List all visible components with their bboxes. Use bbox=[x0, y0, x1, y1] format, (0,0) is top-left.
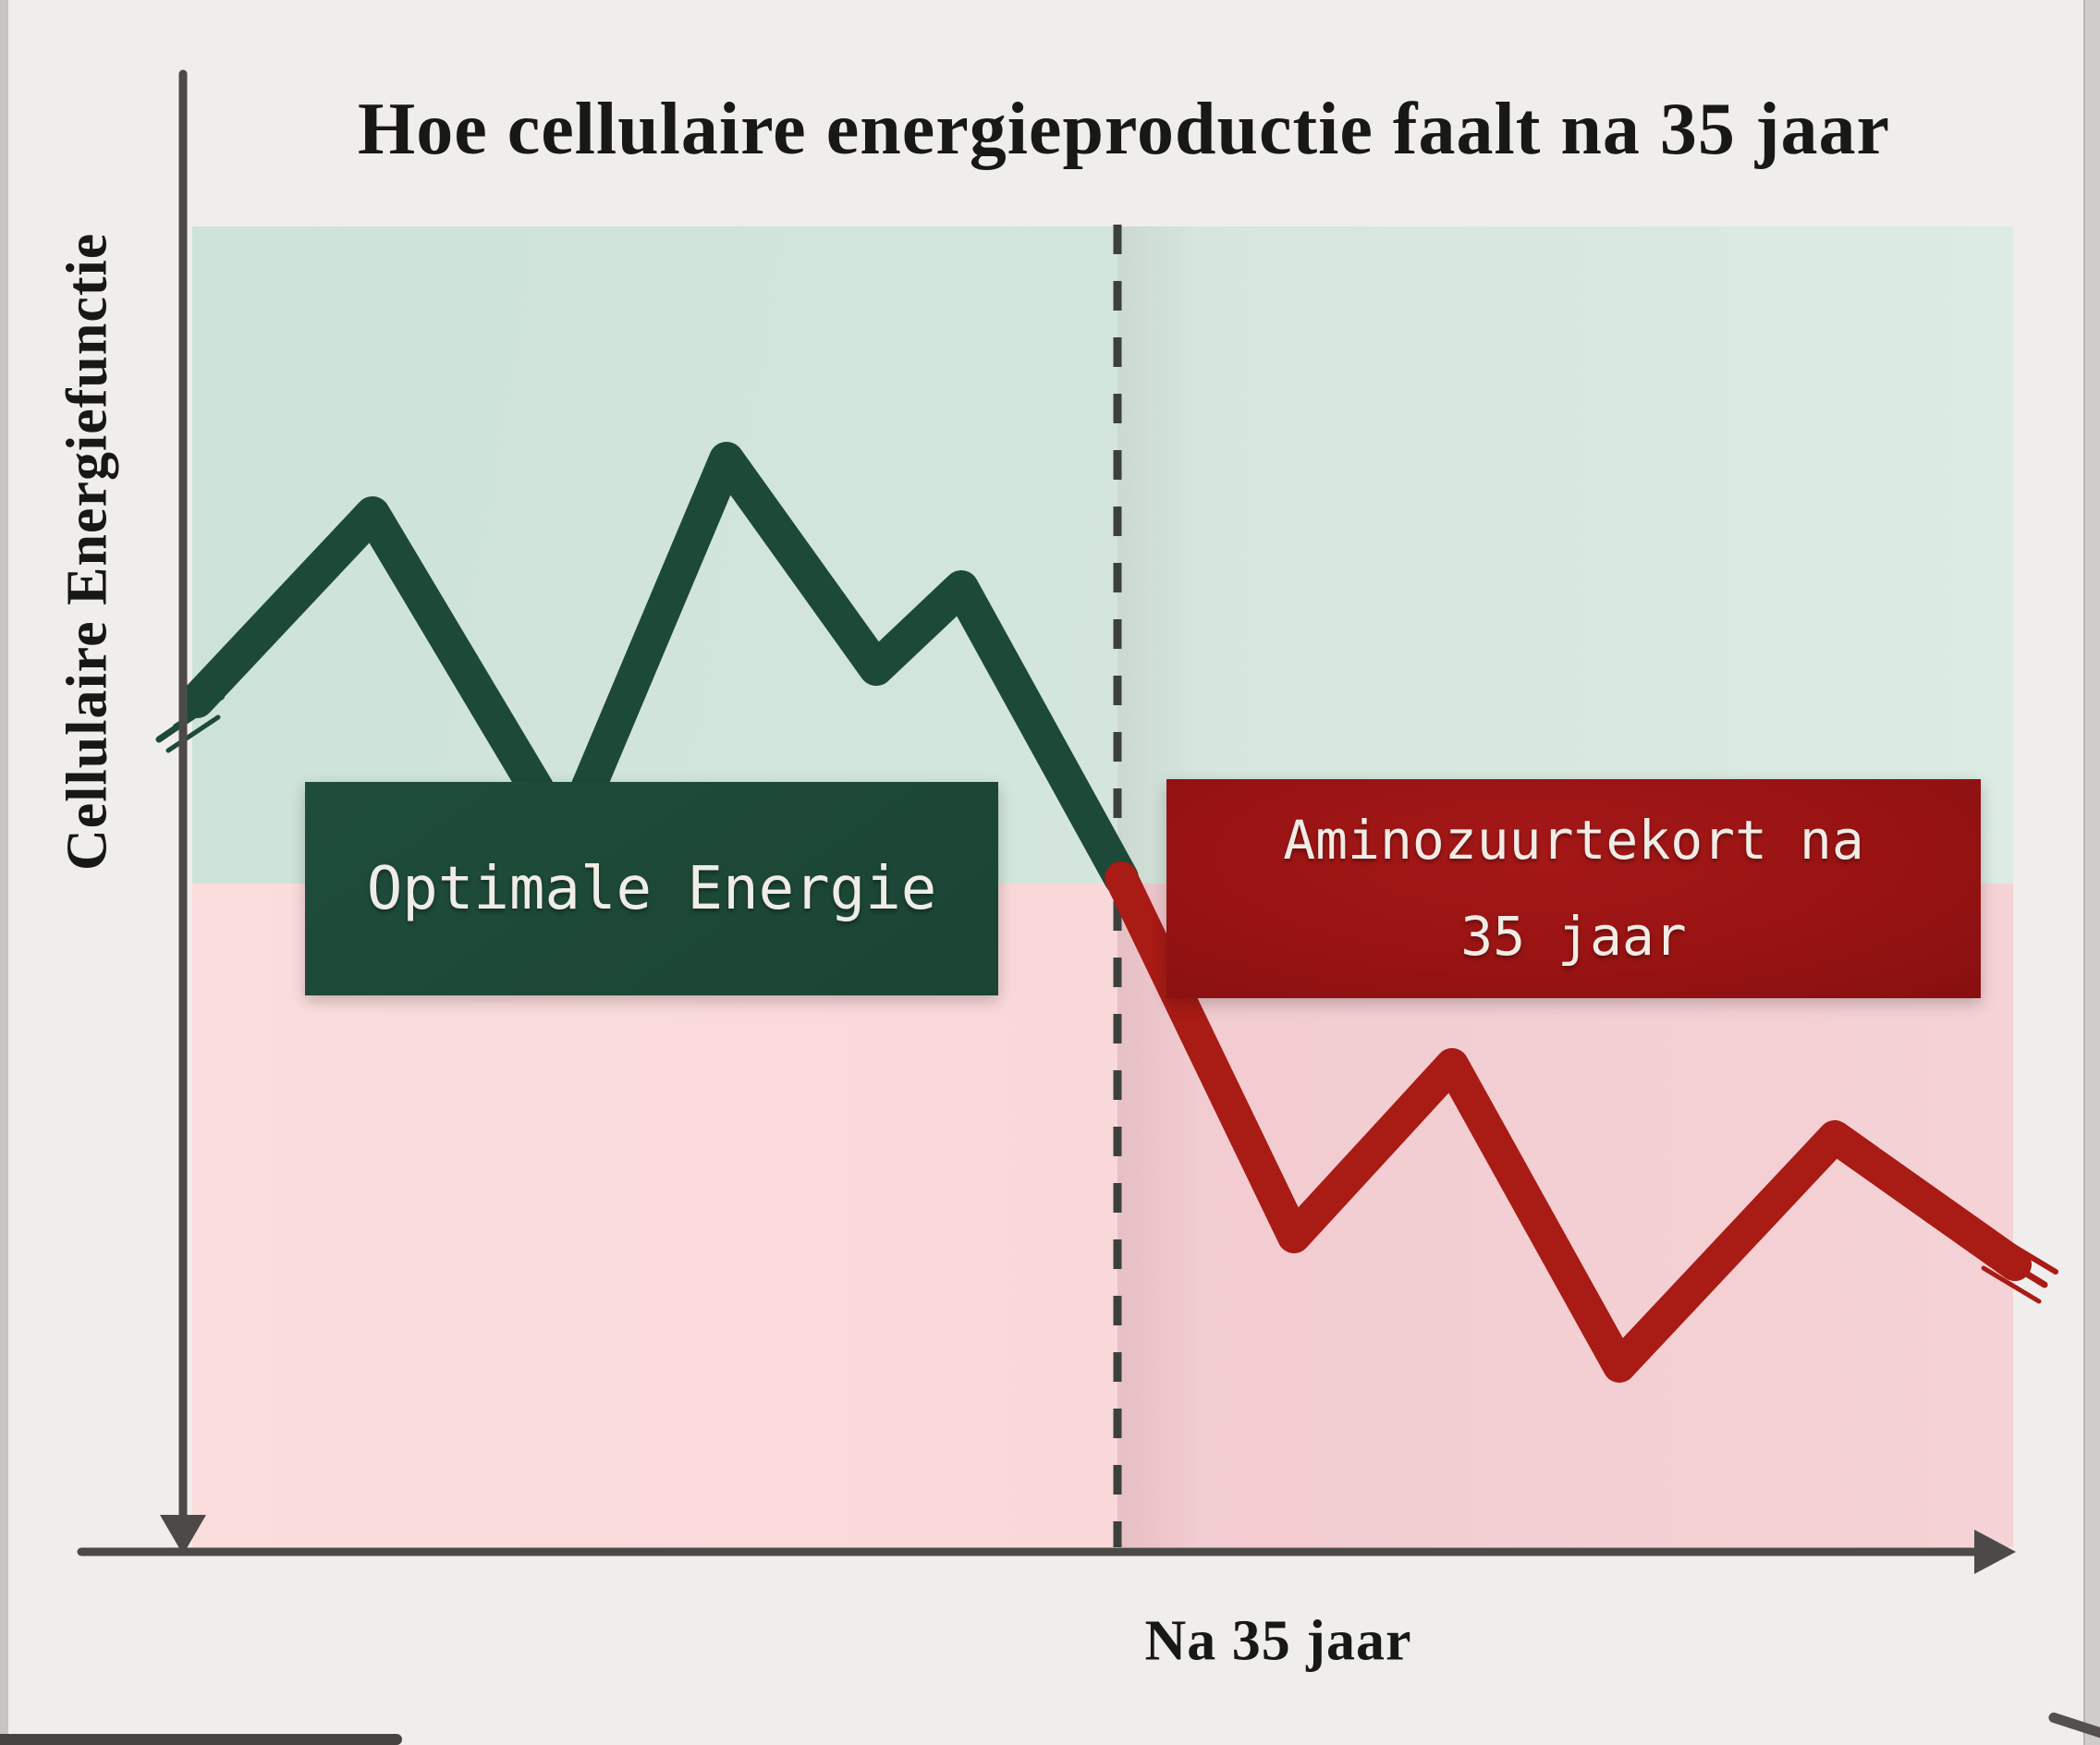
optimal-energy-label: Optimale Energie bbox=[366, 854, 937, 923]
amino-deficit-label-line1: Aminozuurtekort na bbox=[1283, 809, 1864, 872]
chart-title: Hoe cellulaire energieproductie faalt na… bbox=[357, 89, 1891, 170]
optimal-energy-label-box: Optimale Energie bbox=[305, 782, 998, 995]
x-axis-label: Na 35 jaar bbox=[1144, 1609, 1412, 1673]
brush-fray-end bbox=[1981, 1236, 2058, 1304]
page-left-border bbox=[0, 0, 8, 1745]
page-right-border bbox=[2083, 0, 2100, 1745]
x-axis-arrowhead-right-icon bbox=[1974, 1530, 2016, 1574]
y-axis-arrowhead-down-icon bbox=[160, 1515, 206, 1555]
amino-deficit-label-box: Aminozuurtekort na 35 jaar bbox=[1166, 779, 1981, 998]
energy-line-before-35 bbox=[179, 442, 1139, 896]
amino-deficit-label-line2: 35 jaar bbox=[1460, 904, 1687, 968]
background-after35-upper-zone bbox=[1117, 226, 2013, 884]
energy-line-after-35 bbox=[1105, 861, 2032, 1383]
bottom-left-smudge bbox=[0, 1734, 402, 1745]
